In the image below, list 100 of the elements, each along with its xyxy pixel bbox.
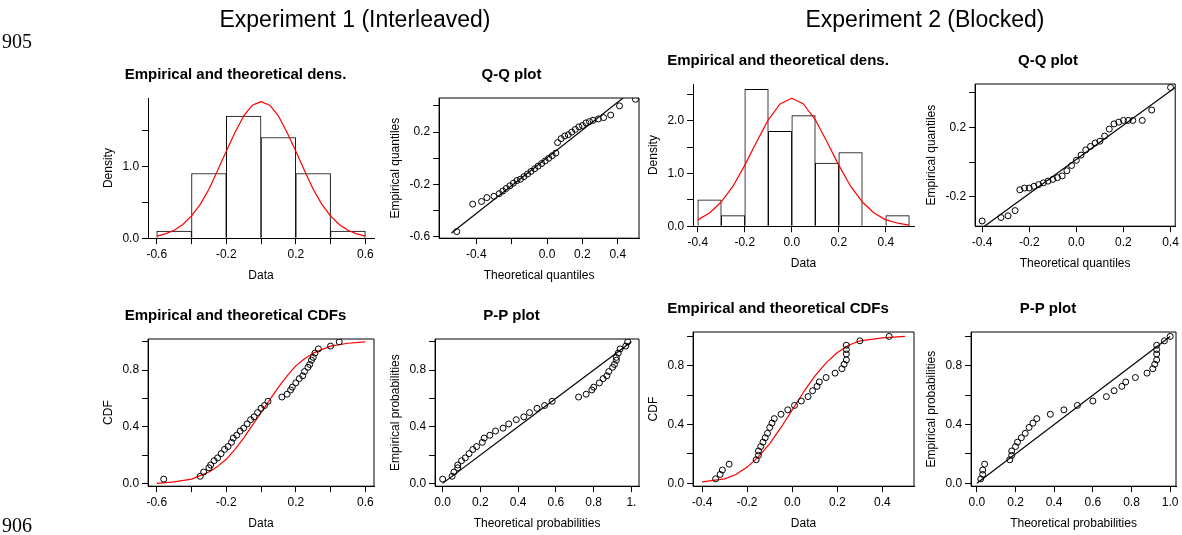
point <box>842 346 850 354</box>
point <box>977 475 985 483</box>
point <box>575 393 583 401</box>
chart-title: Q-Q plot <box>1018 51 1078 69</box>
point <box>538 160 546 168</box>
point <box>278 393 286 401</box>
point <box>595 379 603 387</box>
point <box>283 390 291 398</box>
point <box>1004 212 1012 220</box>
point <box>545 154 553 162</box>
point <box>548 152 556 160</box>
point <box>1149 365 1157 373</box>
point <box>761 434 769 442</box>
point <box>1012 443 1020 451</box>
point <box>1153 350 1161 358</box>
point <box>1060 406 1068 414</box>
point <box>534 162 542 170</box>
y-axis-title: Density <box>645 135 660 176</box>
point <box>607 111 615 119</box>
point <box>1148 106 1156 114</box>
y-tick-label: 0.8 <box>122 362 140 377</box>
point <box>588 386 596 394</box>
point <box>1143 369 1151 377</box>
point <box>1138 116 1146 124</box>
point <box>1105 125 1113 133</box>
point <box>233 431 241 439</box>
x-axis-title: Theoretical quantiles <box>483 268 595 283</box>
point <box>1063 167 1071 175</box>
point <box>561 132 569 140</box>
y-tick-label: 0.0 <box>667 475 685 490</box>
point <box>1030 182 1038 190</box>
point <box>1029 419 1037 427</box>
point <box>616 345 624 353</box>
point <box>306 360 314 368</box>
x-tick-label: 0.2 <box>287 246 305 261</box>
point <box>797 397 805 405</box>
chart-title: Q-Q plot <box>481 65 542 83</box>
point <box>1167 84 1175 91</box>
y-tick-label: -0.2 <box>945 189 967 204</box>
point <box>609 363 617 371</box>
point <box>288 383 296 391</box>
point <box>492 427 499 435</box>
point <box>240 424 248 432</box>
point <box>448 472 456 480</box>
point <box>842 356 850 364</box>
y-tick-label: -0.2 <box>409 176 431 191</box>
x-tick-label: -0.2 <box>215 246 237 261</box>
x-tick-label: 1.0 <box>1161 494 1179 509</box>
point <box>589 116 597 124</box>
x-tick-label: 0.8 <box>585 494 603 509</box>
point <box>770 415 778 423</box>
point <box>831 369 839 377</box>
point <box>1013 438 1021 446</box>
point <box>616 102 624 110</box>
x-tick-label: -0.4 <box>691 494 713 509</box>
point <box>533 404 541 412</box>
point <box>486 431 494 439</box>
point <box>458 457 466 465</box>
point <box>599 375 607 383</box>
x-axis-title: Data <box>790 256 817 271</box>
y-axis-title: Density <box>100 148 115 189</box>
point <box>1153 346 1161 354</box>
point <box>840 360 848 368</box>
chart-title: Empirical and theoretical CDFs <box>667 299 889 317</box>
point <box>1073 401 1081 409</box>
point <box>499 424 507 432</box>
point <box>512 416 520 424</box>
point <box>554 139 562 147</box>
x-axis-title: Data <box>790 516 817 531</box>
point <box>1131 374 1139 382</box>
point <box>1021 184 1029 192</box>
point <box>314 345 322 353</box>
point <box>525 409 533 417</box>
point <box>624 339 632 346</box>
chart-title: Empirical and theoretical dens. <box>124 65 347 83</box>
point <box>250 413 258 421</box>
point <box>791 401 799 409</box>
chart-title: P-P plot <box>483 306 540 324</box>
point <box>885 332 893 340</box>
point <box>1025 184 1033 192</box>
point <box>1124 116 1132 124</box>
x-tick-label: 0.4 <box>1045 494 1063 509</box>
x-tick-label: 0.0 <box>783 494 801 509</box>
point <box>465 450 473 458</box>
x-tick-label: 1. <box>626 494 637 509</box>
point <box>520 173 528 181</box>
point <box>815 378 823 386</box>
x-tick-label: 0.0 <box>968 494 986 509</box>
point <box>605 368 613 376</box>
point <box>997 214 1005 222</box>
y-tick-label: 0.0 <box>945 475 963 490</box>
y-tick-label: 1.0 <box>667 165 685 180</box>
point <box>200 468 208 476</box>
x-tick-label: 0.4 <box>877 234 895 249</box>
point <box>478 438 486 446</box>
point <box>600 114 608 122</box>
point <box>210 457 218 465</box>
x-tick-label: 0.4 <box>874 494 892 509</box>
point <box>1086 142 1094 150</box>
point <box>1058 172 1066 180</box>
